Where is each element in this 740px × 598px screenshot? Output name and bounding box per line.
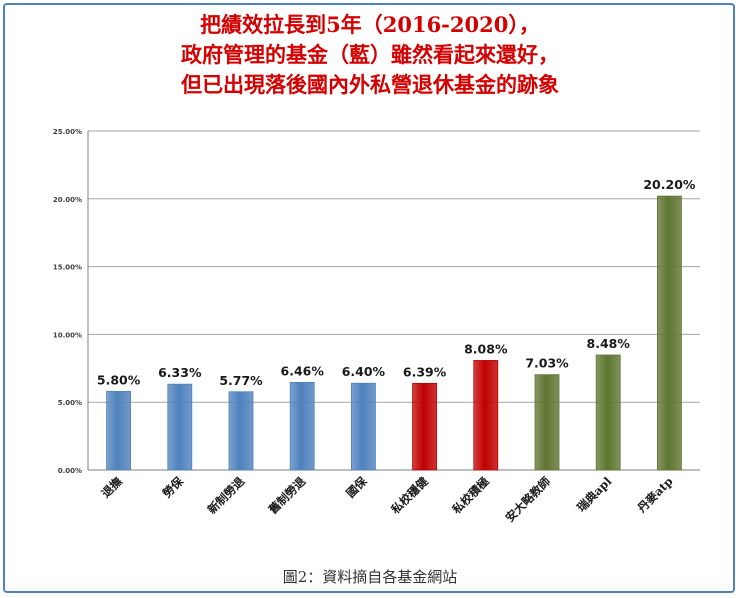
- data-label: 20.20%: [643, 177, 696, 192]
- y-tick-label: 25.00%: [53, 128, 82, 136]
- data-label: 5.77%: [219, 373, 263, 388]
- chart-frame: [3, 3, 735, 593]
- x-tick-label: 勞保: [160, 474, 187, 501]
- data-label: 6.33%: [158, 365, 202, 380]
- title-line-2: 政府管理的基金（藍）雖然看起來還好，: [181, 42, 559, 67]
- data-label: 6.40%: [342, 364, 386, 379]
- bar: [412, 382, 438, 471]
- bar: [289, 382, 315, 471]
- y-tick-label: 20.00%: [53, 196, 82, 204]
- data-label: 8.08%: [464, 341, 508, 356]
- bar: [167, 383, 193, 471]
- data-label: 7.03%: [525, 356, 569, 371]
- bar: [595, 354, 621, 471]
- y-tick-label: 5.00%: [58, 399, 82, 407]
- x-tick-label: 瑞典apl: [574, 474, 615, 515]
- x-tick-label: 私校穩健: [388, 474, 431, 517]
- x-tick-label: 丹麥atp: [635, 474, 676, 515]
- bar: [657, 195, 682, 471]
- bar: [473, 360, 499, 471]
- x-tick-label: 新制勞退: [205, 474, 248, 517]
- x-tick-label: 私校積極: [449, 474, 492, 517]
- x-tick-label: 國保: [343, 474, 370, 501]
- title-line-3: 但已出現落後國內外私營退休基金的跡象: [181, 72, 559, 97]
- y-tick-label: 0.00%: [58, 467, 82, 475]
- x-tick-label: 舊制勞退: [266, 474, 309, 517]
- data-label: 5.80%: [97, 372, 141, 387]
- bar: [350, 382, 376, 471]
- y-tick-label: 10.00%: [53, 331, 82, 339]
- figure-caption: 圖2：資料摘自各基金網站: [282, 568, 458, 586]
- bar: [534, 374, 560, 471]
- y-tick-label: 15.00%: [53, 264, 82, 272]
- x-tick-label: 安大略教師: [503, 474, 554, 525]
- bar: [228, 391, 254, 471]
- chart-title: 把績效拉長到5年（2016-2020）， 政府管理的基金（藍）雖然看起來還好， …: [0, 10, 740, 100]
- x-tick-label: 退撫: [99, 474, 126, 501]
- data-label: 6.46%: [281, 363, 325, 378]
- data-label: 6.39%: [403, 364, 447, 379]
- data-label: 8.48%: [587, 336, 631, 351]
- bar: [106, 390, 131, 471]
- title-line-1: 把績效拉長到5年（2016-2020），: [200, 12, 540, 37]
